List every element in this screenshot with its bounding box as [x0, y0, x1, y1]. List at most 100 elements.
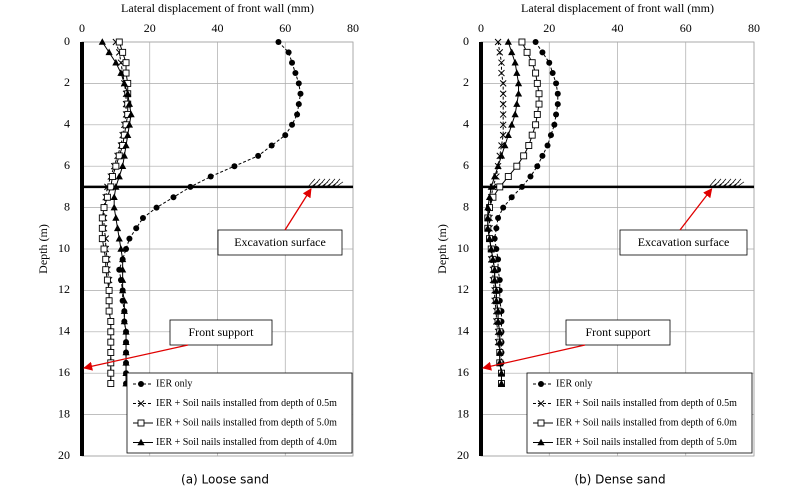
point: [513, 162, 521, 170]
point: [120, 152, 128, 159]
point: [520, 152, 528, 160]
point: [115, 152, 123, 160]
point: [119, 276, 127, 283]
annotation: Front support: [188, 325, 254, 339]
x-tick-label: 60: [279, 21, 291, 35]
point: [497, 379, 506, 387]
legend-label: IER only: [556, 378, 592, 389]
point: [295, 101, 302, 108]
ground-hatch: [307, 178, 344, 188]
y-tick-label: 4: [64, 117, 70, 131]
point: [275, 39, 282, 45]
point: [98, 214, 106, 222]
point: [292, 70, 299, 77]
point: [105, 286, 113, 294]
point: [103, 276, 111, 284]
legend-marker: [537, 419, 545, 427]
point: [119, 48, 127, 56]
x-tick-label: 40: [612, 21, 624, 35]
annotation-arrow: [83, 344, 189, 371]
point: [533, 110, 541, 118]
point: [494, 317, 502, 325]
legend-label: IER + Soil nails installed from depth of…: [556, 437, 737, 448]
legend-marker: [537, 400, 545, 407]
point: [547, 132, 554, 139]
point: [491, 235, 498, 242]
point: [496, 48, 504, 56]
x-tick-label: 60: [680, 21, 692, 35]
point: [533, 79, 541, 87]
point: [485, 193, 494, 201]
point: [115, 172, 123, 180]
point: [125, 100, 134, 107]
y-tick-label: 8: [64, 199, 70, 213]
point: [187, 183, 194, 190]
point: [500, 204, 507, 211]
point: [485, 234, 494, 242]
point: [532, 39, 539, 45]
point: [523, 48, 531, 56]
point: [112, 183, 120, 190]
point: [127, 110, 135, 118]
point: [513, 100, 521, 107]
point: [105, 297, 113, 305]
point: [115, 38, 123, 46]
point: [495, 214, 502, 221]
y-tick-label: 6: [463, 158, 469, 172]
point: [532, 69, 540, 77]
legend-box: [126, 372, 353, 454]
point: [549, 70, 556, 77]
legend-marker: [137, 438, 145, 446]
point: [513, 69, 521, 76]
point: [107, 380, 115, 387]
x-tick-label: 20: [144, 21, 156, 35]
annotation-arrow: [284, 188, 312, 231]
point: [285, 49, 292, 56]
x-tick-label: 0: [478, 21, 484, 35]
point: [113, 224, 122, 232]
point: [489, 255, 497, 263]
legend-label: IER only: [156, 378, 192, 389]
point: [109, 173, 116, 181]
point: [514, 79, 523, 87]
legend-label: IER + Soil nails installed from depth of…: [156, 437, 337, 448]
point: [494, 38, 502, 46]
legend-marker: [538, 381, 544, 387]
y-tick-label: 20: [457, 448, 469, 462]
point: [499, 100, 507, 108]
point: [554, 101, 561, 108]
point: [496, 338, 504, 345]
point: [484, 214, 492, 221]
y-tick-label: 14: [457, 324, 469, 338]
point: [124, 89, 132, 97]
x-axis-title: Lateral displacement of front wall (mm): [121, 1, 314, 15]
point: [487, 183, 495, 190]
y-tick-label: 20: [58, 448, 70, 462]
legend-label: IER + Soil nails installed from depth of…: [156, 398, 337, 409]
point: [496, 183, 504, 191]
point: [122, 348, 130, 356]
point: [103, 193, 111, 201]
annotation-box: [217, 229, 343, 256]
point: [497, 369, 506, 376]
x-tick-label: 20: [543, 21, 555, 35]
y-tick-label: 4: [463, 117, 469, 131]
point: [133, 225, 140, 232]
legend-box: [526, 372, 753, 454]
legend-marker: [138, 381, 144, 387]
point: [504, 173, 512, 181]
point: [122, 69, 130, 77]
point: [105, 307, 113, 315]
y-tick-label: 2: [463, 75, 469, 89]
legend-marker: [137, 419, 145, 427]
point: [119, 255, 127, 263]
point: [544, 142, 551, 149]
annotation-arrow: [482, 344, 586, 371]
point: [170, 194, 177, 201]
point: [498, 59, 505, 67]
point: [125, 121, 134, 128]
point: [117, 245, 125, 252]
y-axis-title: Depth (m): [435, 224, 449, 274]
annotation-box: [169, 319, 273, 346]
